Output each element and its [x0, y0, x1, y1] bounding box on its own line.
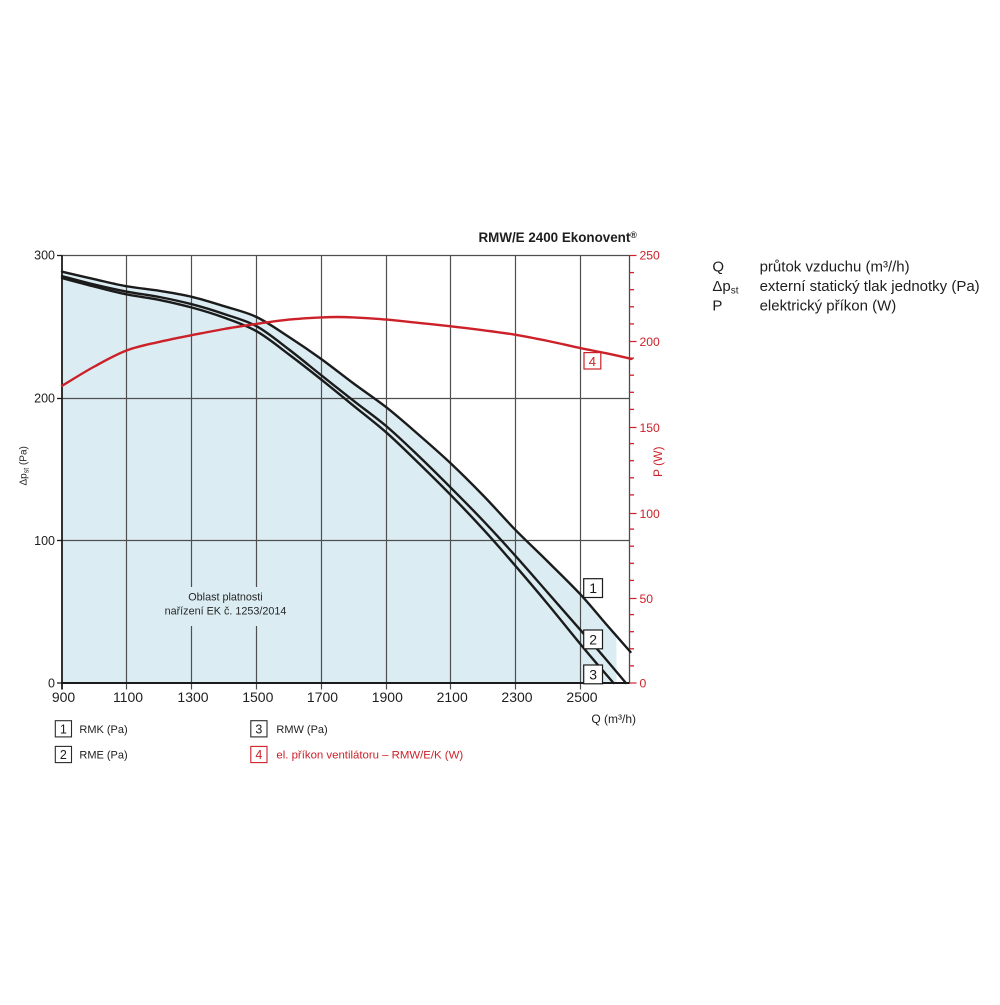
- svg-text:2500: 2500: [566, 689, 597, 705]
- svg-text:200: 200: [640, 335, 661, 349]
- svg-text:0: 0: [640, 676, 647, 690]
- svg-text:1: 1: [589, 580, 597, 596]
- svg-text:Q: Q: [712, 259, 724, 276]
- svg-text:50: 50: [640, 592, 654, 606]
- svg-text:1500: 1500: [242, 689, 273, 705]
- svg-text:2300: 2300: [501, 689, 532, 705]
- svg-text:RMW/E 2400 Ekonovent®: RMW/E 2400 Ekonovent®: [479, 230, 638, 245]
- svg-text:RME (Pa): RME (Pa): [79, 750, 127, 762]
- svg-text:1900: 1900: [372, 689, 403, 705]
- svg-text:elektrický příkon (W): elektrický příkon (W): [760, 297, 897, 314]
- svg-text:externí statický tlak jednotky: externí statický tlak jednotky (Pa): [760, 278, 980, 295]
- svg-text:1300: 1300: [177, 689, 208, 705]
- svg-text:RMW (Pa): RMW (Pa): [276, 724, 327, 736]
- svg-text:900: 900: [52, 689, 76, 705]
- svg-text:nařízení EK č. 1253/2014: nařízení EK č. 1253/2014: [165, 606, 287, 618]
- svg-text:2: 2: [589, 632, 597, 648]
- svg-text:2100: 2100: [437, 689, 468, 705]
- svg-text:1700: 1700: [307, 689, 338, 705]
- svg-text:3: 3: [255, 722, 262, 736]
- svg-text:Oblast platnosti: Oblast platnosti: [188, 592, 262, 604]
- svg-text:1100: 1100: [113, 689, 143, 705]
- svg-text:0: 0: [48, 676, 55, 690]
- svg-text:el. příkon ventilátoru – RMW/E: el. příkon ventilátoru – RMW/E/K (W): [276, 750, 463, 762]
- svg-text:1: 1: [60, 722, 67, 736]
- svg-text:3: 3: [589, 666, 597, 682]
- svg-text:2: 2: [60, 748, 67, 762]
- svg-text:P (W): P (W): [651, 447, 665, 477]
- svg-text:150: 150: [640, 421, 661, 435]
- svg-text:250: 250: [640, 249, 661, 263]
- svg-text:4: 4: [255, 748, 262, 762]
- svg-text:4: 4: [589, 354, 596, 369]
- svg-text:RMK (Pa): RMK (Pa): [79, 724, 127, 736]
- svg-text:100: 100: [640, 507, 661, 521]
- svg-text:Δpst (Pa): Δpst (Pa): [19, 446, 31, 485]
- svg-text:100: 100: [34, 534, 55, 548]
- svg-text:P: P: [712, 297, 722, 314]
- svg-text:300: 300: [34, 249, 55, 263]
- svg-text:Q (m³/h): Q (m³/h): [591, 712, 636, 726]
- svg-text:průtok vzduchu (m³//h): průtok vzduchu (m³//h): [760, 259, 910, 276]
- svg-text:200: 200: [34, 391, 55, 405]
